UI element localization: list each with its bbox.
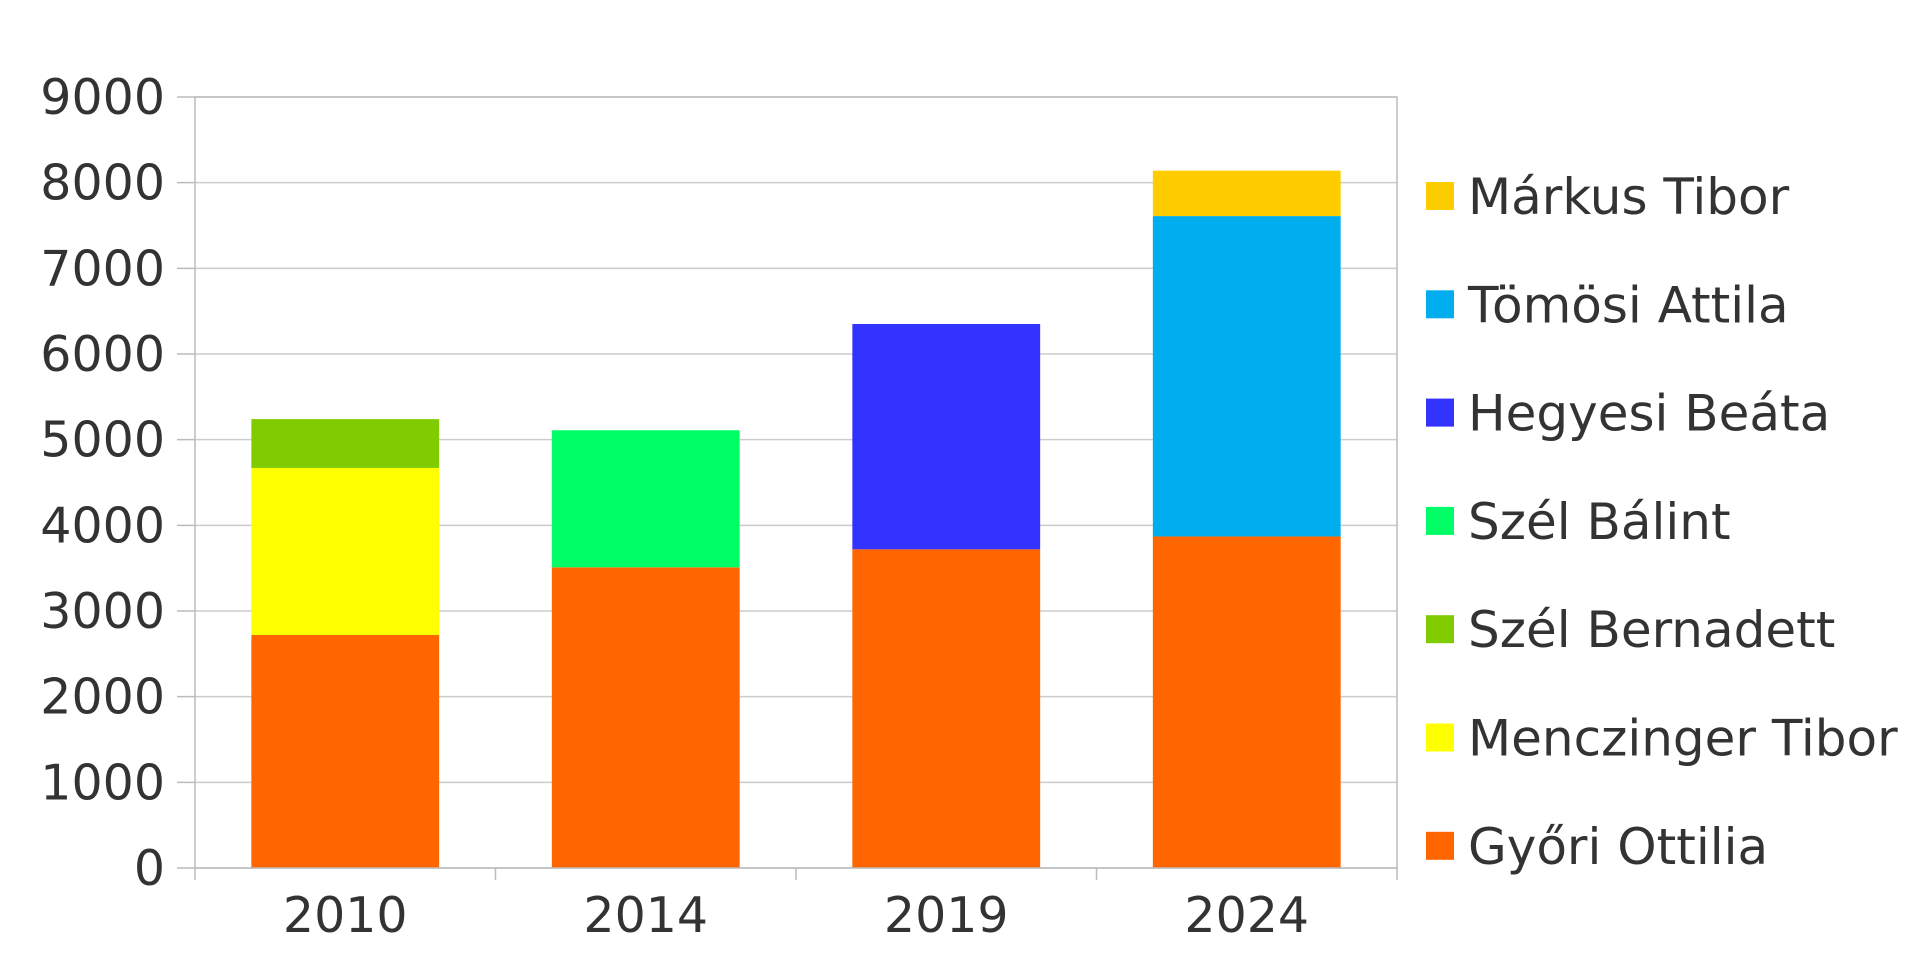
legend-swatch [1426, 398, 1454, 427]
legend-label: Győri Ottilia [1468, 818, 1768, 876]
legend-swatch [1426, 182, 1454, 210]
bar-segment [551, 430, 740, 568]
axes [177, 96, 1398, 880]
legend-label: Menczinger Tibor [1468, 710, 1898, 768]
legend-swatch [1426, 615, 1454, 644]
y-tick-label: 4000 [40, 497, 165, 554]
y-tick-label: 6000 [40, 326, 165, 383]
bar-segment [251, 634, 440, 868]
bar-segment [551, 567, 740, 868]
y-tick-label: 1000 [40, 754, 165, 811]
legend-item: Hegyesi Beáta [1426, 385, 1830, 443]
legend-item: Győri Ottilia [1426, 818, 1768, 876]
legend-label: Szél Bálint [1468, 493, 1731, 551]
bar-segment [251, 419, 440, 468]
legend-label: Hegyesi Beáta [1468, 385, 1830, 443]
legend-label: Szél Bernadett [1468, 601, 1835, 659]
legend-swatch [1426, 723, 1454, 752]
y-tick-label: 0 [134, 840, 165, 897]
y-tick-label: 7000 [40, 240, 165, 297]
legend-swatch [1426, 831, 1454, 860]
x-tick-label: 2014 [583, 887, 708, 944]
x-tick-label: 2010 [283, 887, 408, 944]
bar-segment [852, 324, 1041, 550]
bar-segment [1152, 216, 1341, 537]
legend-item: Menczinger Tibor [1426, 710, 1898, 768]
bar-segment [852, 549, 1041, 868]
legend-swatch [1426, 506, 1454, 535]
y-tick-label: 2000 [40, 669, 165, 726]
y-tick-label: 9000 [40, 69, 165, 126]
legend-item: Márkus Tibor [1426, 168, 1790, 226]
y-tick-label: 5000 [40, 412, 165, 469]
x-tick-label: 2019 [884, 887, 1009, 944]
bars [251, 170, 1341, 868]
legend-swatch [1426, 290, 1454, 319]
y-tick-label: 8000 [40, 155, 165, 212]
x-tick-label: 2024 [1184, 887, 1309, 944]
y-axis-tick-labels: 0 1000 2000 3000 4000 5000 6000 7000 8000 9000 [40, 69, 165, 897]
legend-label: Márkus Tibor [1468, 168, 1790, 226]
y-tick-label: 3000 [40, 583, 165, 640]
x-axis-tick-labels: 2010 2014 2019 2024 [283, 887, 1309, 944]
bar-segment [1152, 170, 1341, 217]
legend-item: Szél Bernadett [1426, 601, 1835, 659]
bar-segment [1152, 536, 1341, 868]
bar-segment [251, 467, 440, 635]
legend-label: Tömösi Attila [1467, 276, 1789, 334]
legend-item: Szél Bálint [1426, 493, 1731, 551]
legend: Márkus Tibor Tömösi Attila Hegyesi Beáta Sz… [1426, 168, 1898, 876]
legend-item: Tömösi Attila [1426, 276, 1789, 334]
